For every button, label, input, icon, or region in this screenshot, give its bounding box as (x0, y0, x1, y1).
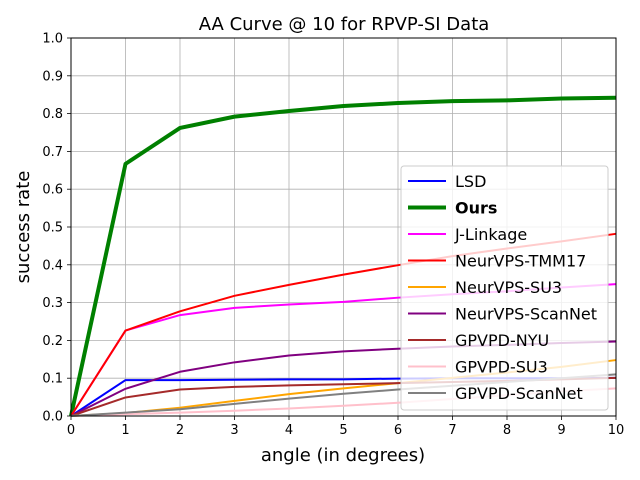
x-tick-label: 0 (67, 423, 75, 438)
x-tick-label: 1 (121, 423, 129, 438)
legend-label: NeurVPS-TMM17 (455, 252, 586, 271)
x-tick-label: 2 (176, 423, 184, 438)
y-tick-label: 0.7 (42, 145, 63, 160)
x-tick-label: 10 (608, 423, 625, 438)
x-tick-label: 4 (285, 423, 293, 438)
x-tick-label: 3 (230, 423, 238, 438)
y-tick-label: 0.6 (42, 183, 63, 198)
legend-label: GPVPD-NYU (455, 331, 549, 350)
y-tick-label: 0.1 (42, 372, 63, 387)
legend-label: LSD (455, 172, 486, 191)
legend-label: GPVPD-SU3 (455, 358, 548, 377)
y-tick-label: 0.3 (42, 296, 63, 311)
x-tick-label: 6 (394, 423, 402, 438)
x-tick-label: 5 (339, 423, 347, 438)
legend: LSD Ours J-Linkage NeurVPS-TMM17 NeurVPS-SU3… (400, 165, 609, 411)
x-tick-label: 8 (503, 423, 511, 438)
axis-ticks: 0 1 2 3 4 5 6 7 8 9 10 0.0 0.1 0.2 0.3 0.4 0.5 0.6 0.7 0.8 0… (42, 32, 624, 439)
y-tick-label: 0.8 (42, 107, 63, 122)
y-tick-label: 0.9 (42, 69, 63, 84)
y-tick-label: 1.0 (42, 32, 63, 47)
chart-title: AA Curve @ 10 for RPVP-SI Data (199, 14, 490, 35)
legend-label: NeurVPS-ScanNet (455, 305, 597, 324)
y-tick-label: 0.5 (42, 221, 63, 236)
x-axis-label: angle (in degrees) (261, 445, 425, 466)
legend-box (400, 165, 609, 411)
y-tick-label: 0.0 (42, 410, 63, 425)
legend-label: NeurVPS-SU3 (455, 278, 562, 297)
series-line-ours (69, 95, 617, 417)
y-axis-label: success rate (13, 171, 34, 284)
legend-label: GPVPD-ScanNet (455, 384, 583, 403)
legend-label: J-Linkage (454, 225, 527, 244)
y-tick-label: 0.2 (42, 334, 63, 349)
x-tick-label: 7 (448, 423, 456, 438)
x-tick-label: 9 (557, 423, 565, 438)
legend-label: Ours (455, 199, 497, 218)
y-tick-label: 0.4 (42, 258, 63, 273)
